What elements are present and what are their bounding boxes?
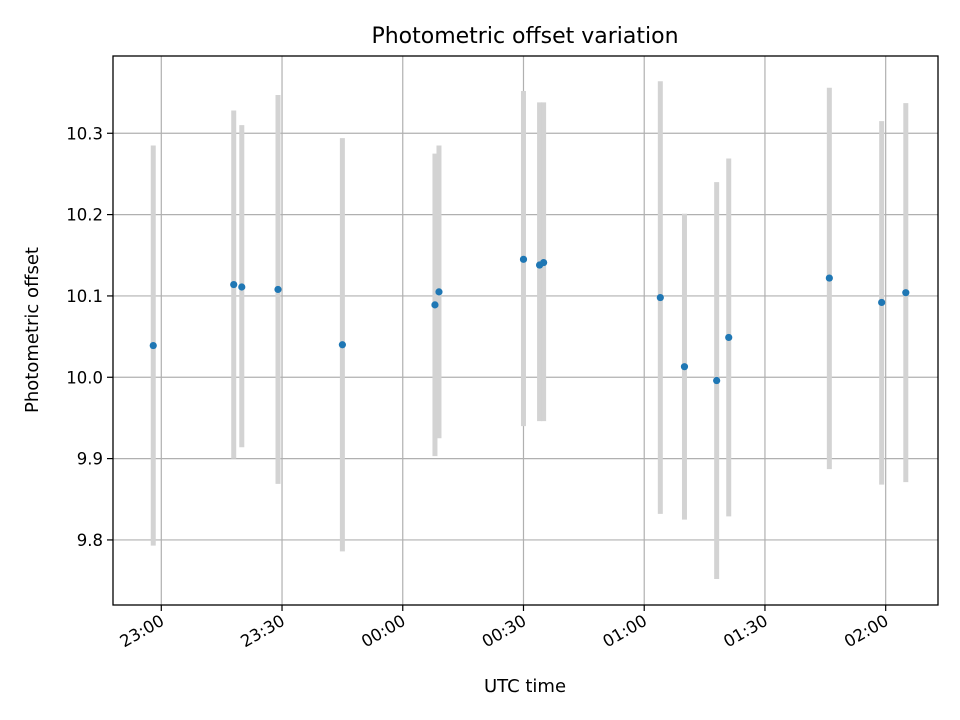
data-point <box>725 333 733 342</box>
x-tick-label: 02:00 <box>841 611 892 651</box>
data-point <box>238 283 246 291</box>
data-point <box>149 341 157 350</box>
y-tick-label: 9.8 <box>77 531 103 550</box>
data-point <box>713 376 721 385</box>
data-points <box>149 255 910 385</box>
data-point <box>540 258 548 267</box>
data-point <box>519 255 528 263</box>
data-point <box>230 280 238 289</box>
plot-frame <box>112 55 939 606</box>
data-point <box>431 301 439 309</box>
x-tick-label: 01:30 <box>720 611 771 651</box>
data-point <box>878 298 886 307</box>
y-tick-label: 10.0 <box>66 368 103 387</box>
data-point <box>338 341 346 349</box>
chart-title: Photometric offset variation <box>371 24 678 49</box>
y-tick-label: 10.3 <box>66 124 103 143</box>
x-tick-label: 01:00 <box>600 611 651 651</box>
y-tick-label: 9.9 <box>77 450 103 469</box>
x-tick-label: 00:30 <box>479 611 530 651</box>
x-tick-label: 23:30 <box>237 611 288 651</box>
axis-ticks: 23:00 23:30 00:00 00:30 01:00 01:30 02:00 9.8 9.… <box>66 124 891 651</box>
x-tick-label: 00:00 <box>358 611 409 651</box>
data-point <box>274 285 282 294</box>
y-tick-label: 10.1 <box>66 287 103 306</box>
x-axis-label: UTC time <box>484 676 566 697</box>
data-point <box>825 274 833 282</box>
error-bars <box>150 81 909 579</box>
data-point <box>435 288 443 296</box>
y-axis-label: Photometric offset <box>22 247 43 413</box>
data-point <box>680 363 689 371</box>
x-tick-label: 23:00 <box>117 611 168 651</box>
y-tick-label: 10.2 <box>66 206 103 225</box>
data-point <box>902 289 910 297</box>
data-point <box>656 293 664 302</box>
